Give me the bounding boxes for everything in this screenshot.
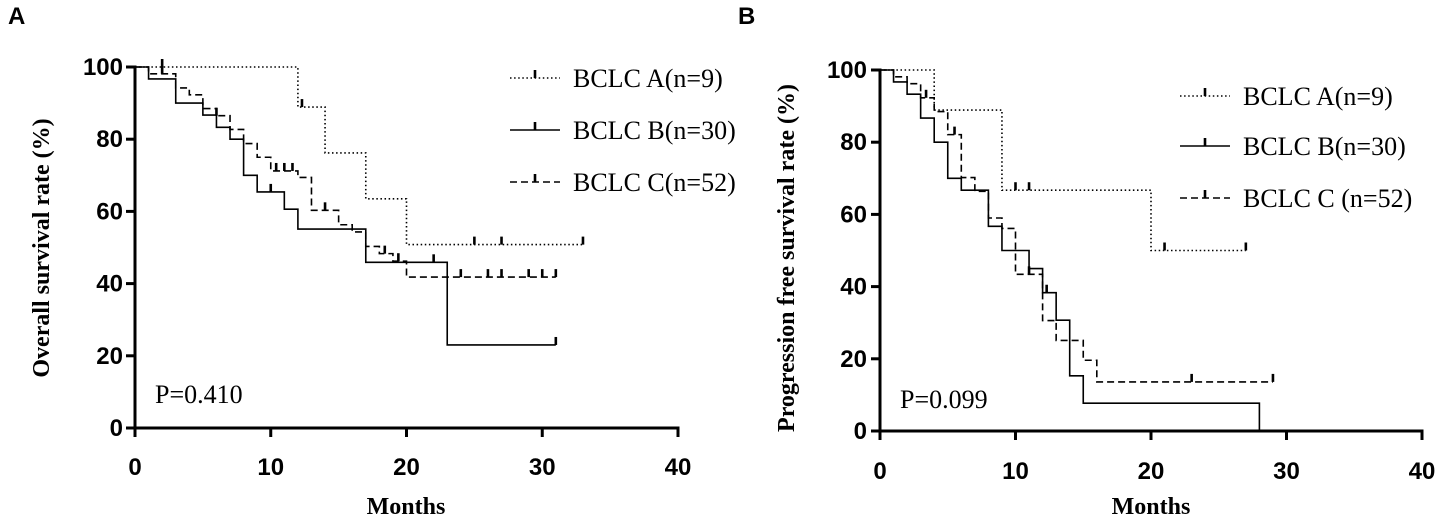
y-tick-label: 40 (840, 274, 867, 301)
y-tick-label: 60 (840, 201, 867, 228)
survival-curve-bclc-b-n-30 (880, 69, 1261, 431)
survival-curve-bclc-b-n-30 (135, 66, 556, 346)
legend-item: BCLC C (n=52) (1180, 184, 1412, 213)
p-value-annotation: P=0.099 (900, 385, 988, 414)
panel-label: A (8, 3, 25, 30)
survival-curve-bclc-c-n-52 (880, 69, 1273, 383)
series-bclc-c-n-52 (135, 65, 558, 278)
survival-curve-bclc-a-n-9 (135, 66, 583, 246)
y-tick-label: 80 (840, 129, 867, 156)
y-tick-label: 100 (83, 54, 123, 81)
x-tick-label: 40 (665, 454, 692, 481)
legend-item: BCLC B(n=30) (510, 116, 736, 145)
x-tick-label: 30 (529, 454, 556, 481)
series-bclc-a-n-9 (135, 59, 585, 246)
x-tick-label: 40 (1409, 458, 1436, 485)
series-bclc-b-n-30 (135, 66, 558, 346)
legend-item: BCLC B(n=30) (1180, 132, 1406, 161)
legend-label: BCLC A(n=9) (1243, 82, 1393, 111)
x-tick-label: 30 (1273, 458, 1300, 485)
x-tick-label: 10 (257, 454, 284, 481)
legend-item: BCLC A(n=9) (510, 64, 723, 93)
x-tick-label: 0 (128, 454, 141, 481)
x-tick-label: 0 (873, 458, 886, 485)
y-tick-label: 60 (96, 198, 123, 225)
y-tick-label: 20 (96, 343, 123, 370)
y-axis-title: Progression free survival rate (%) (774, 84, 800, 432)
legend-item: BCLC A(n=9) (1180, 82, 1393, 111)
y-axis-title: Overall survival rate (%) (29, 118, 55, 377)
legend-label: BCLC C (n=52) (1243, 184, 1412, 213)
series-bclc-b-n-30 (880, 69, 1261, 431)
x-tick-label: 10 (1002, 458, 1029, 485)
p-value-annotation: P=0.410 (155, 380, 243, 409)
x-axis-title: Months (367, 494, 446, 520)
panel-label: B (738, 3, 755, 30)
y-tick-label: 0 (854, 418, 867, 445)
y-tick-label: 20 (840, 346, 867, 373)
legend-label: BCLC B(n=30) (1243, 132, 1406, 161)
y-tick-label: 80 (96, 126, 123, 153)
legend-label: BCLC B(n=30) (573, 116, 736, 145)
legend-label: BCLC A(n=9) (573, 64, 723, 93)
x-tick-label: 20 (1138, 458, 1165, 485)
legend-item: BCLC C(n=52) (510, 168, 736, 197)
chart-panel-a: A 0 10 20 30 40 0 20 40 60 80 100 Months Overall surv… (8, 3, 736, 520)
y-tick-label: 0 (110, 415, 123, 442)
series-bclc-a-n-9 (880, 69, 1248, 252)
legend-label: BCLC C(n=52) (573, 168, 736, 197)
survival-curve-bclc-c-n-52 (135, 66, 556, 278)
chart-panel-b: B 0 10 20 30 40 0 20 40 60 80 100 Months Progression … (738, 3, 1435, 520)
survival-curve-bclc-a-n-9 (880, 69, 1246, 252)
x-tick-label: 20 (393, 454, 420, 481)
y-tick-label: 40 (96, 271, 123, 298)
series-bclc-c-n-52 (880, 69, 1275, 383)
y-tick-label: 100 (827, 57, 867, 84)
x-axis-title: Months (1112, 494, 1191, 520)
